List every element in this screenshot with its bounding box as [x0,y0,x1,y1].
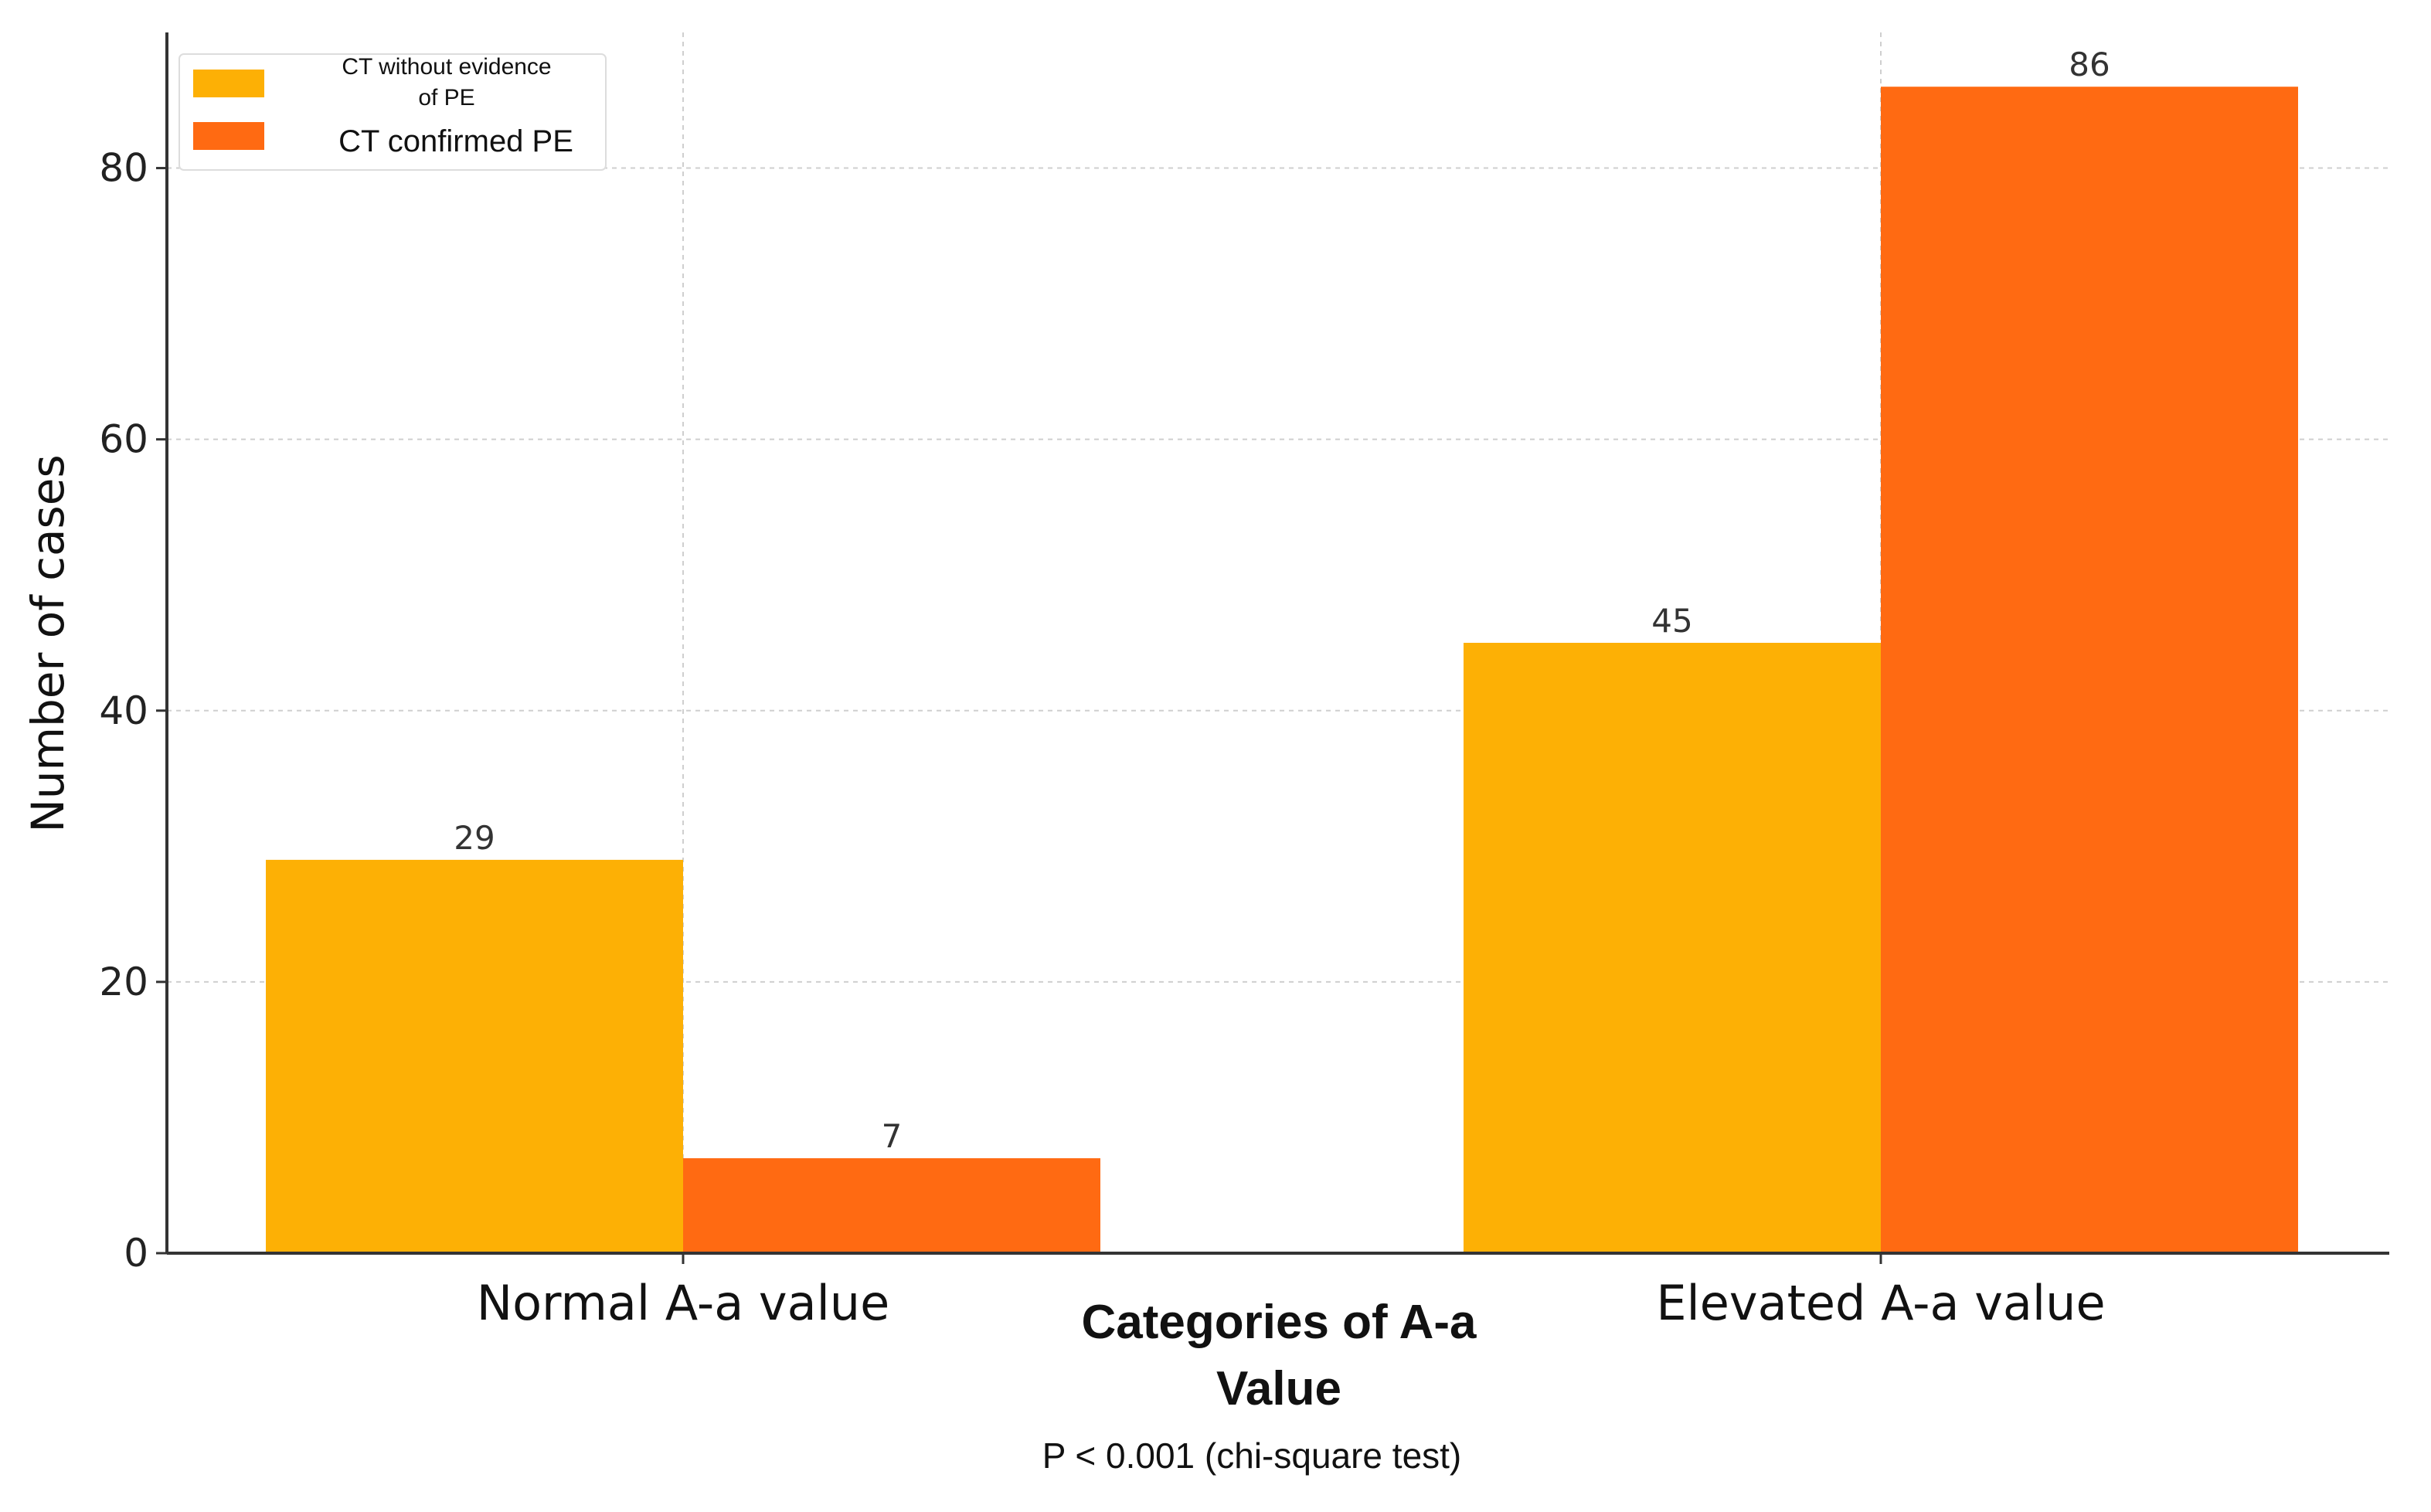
y-tick-label: 0 [124,1231,148,1276]
bar-ct-confirmed-pe-normal [683,1158,1100,1253]
bar-ct-without-pe-normal [266,859,683,1253]
y-tick-label: 80 [99,146,148,191]
legend-box [178,53,607,171]
value-labels: 29 7 45 86 [454,46,2110,1155]
y-tick-label: 60 [99,417,148,462]
y-tick-label: 20 [99,960,148,1004]
bar-value-label: 45 [1651,602,1692,640]
bar-ct-without-pe-elevated [1464,643,1881,1253]
x-axis-label-line-1: Categories of A-a [1081,1296,1477,1349]
legend-swatch-ct-confirmed-pe [193,122,264,150]
legend-swatch-ct-without-pe [193,70,264,97]
bar-ct-confirmed-pe-elevated [1881,87,2298,1254]
p-value-annotation: P < 0.001 (chi-square test) [1042,1436,1462,1476]
y-axis-ticks: 0 20 40 60 80 [99,146,167,1276]
x-tick-label: Elevated A-a value [1656,1275,2105,1331]
bars-group [266,87,2298,1254]
y-axis-label: Number of cases [22,454,74,832]
legend: CT without evidence of PE CT confirmed P… [178,53,607,171]
x-axis-ticks: Normal A-a value Elevated A-a value [477,1253,2106,1331]
x-tick-label: Normal A-a value [477,1275,890,1331]
legend-label-ct-confirmed-pe: CT confirmed PE [338,124,573,158]
legend-label-ct-without-pe-line-1: CT without evidence [342,54,551,80]
y-tick-label: 40 [99,688,148,733]
bar-value-label: 86 [2069,46,2110,83]
legend-label-ct-without-pe-line-2: of PE [418,85,474,110]
x-axis-label-line-2: Value [1216,1362,1341,1415]
bar-value-label: 29 [454,819,495,857]
bar-value-label: 7 [882,1117,903,1155]
